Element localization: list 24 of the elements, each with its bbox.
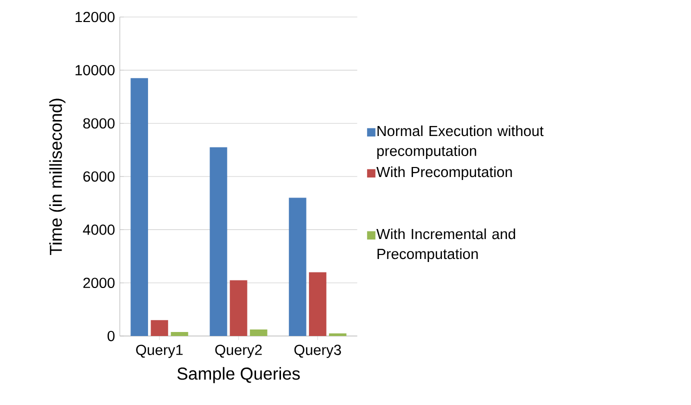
x-tick-label: Query3 xyxy=(294,344,341,358)
legend-label: With Precomputation xyxy=(376,166,512,180)
x-tick-label: Query2 xyxy=(215,344,262,358)
y-tick-label: 12000 xyxy=(76,12,115,22)
bar xyxy=(288,198,306,336)
x-tick-label: Query1 xyxy=(136,344,183,358)
bar xyxy=(329,333,346,336)
y-axis-title: Time (in millisecond) xyxy=(49,98,66,255)
y-tick-label: 0 xyxy=(108,330,115,342)
bar xyxy=(230,280,248,336)
bar xyxy=(150,320,168,336)
legend-label: With Incremental and Precomputation xyxy=(376,228,516,262)
y-tick-label: 8000 xyxy=(83,118,115,128)
bar xyxy=(308,272,326,336)
x-axis-title: Sample Queries xyxy=(177,366,300,384)
y-tick-label: 6000 xyxy=(83,171,115,182)
legend-label: Normal Execution without precomputation xyxy=(377,125,544,159)
bar xyxy=(210,147,228,336)
y-tick-label: 10000 xyxy=(76,64,115,76)
bar xyxy=(250,329,268,336)
y-tick-label: 2000 xyxy=(83,278,115,288)
y-tick-label: 4000 xyxy=(82,224,115,235)
bar xyxy=(170,332,188,336)
bar xyxy=(130,78,148,336)
